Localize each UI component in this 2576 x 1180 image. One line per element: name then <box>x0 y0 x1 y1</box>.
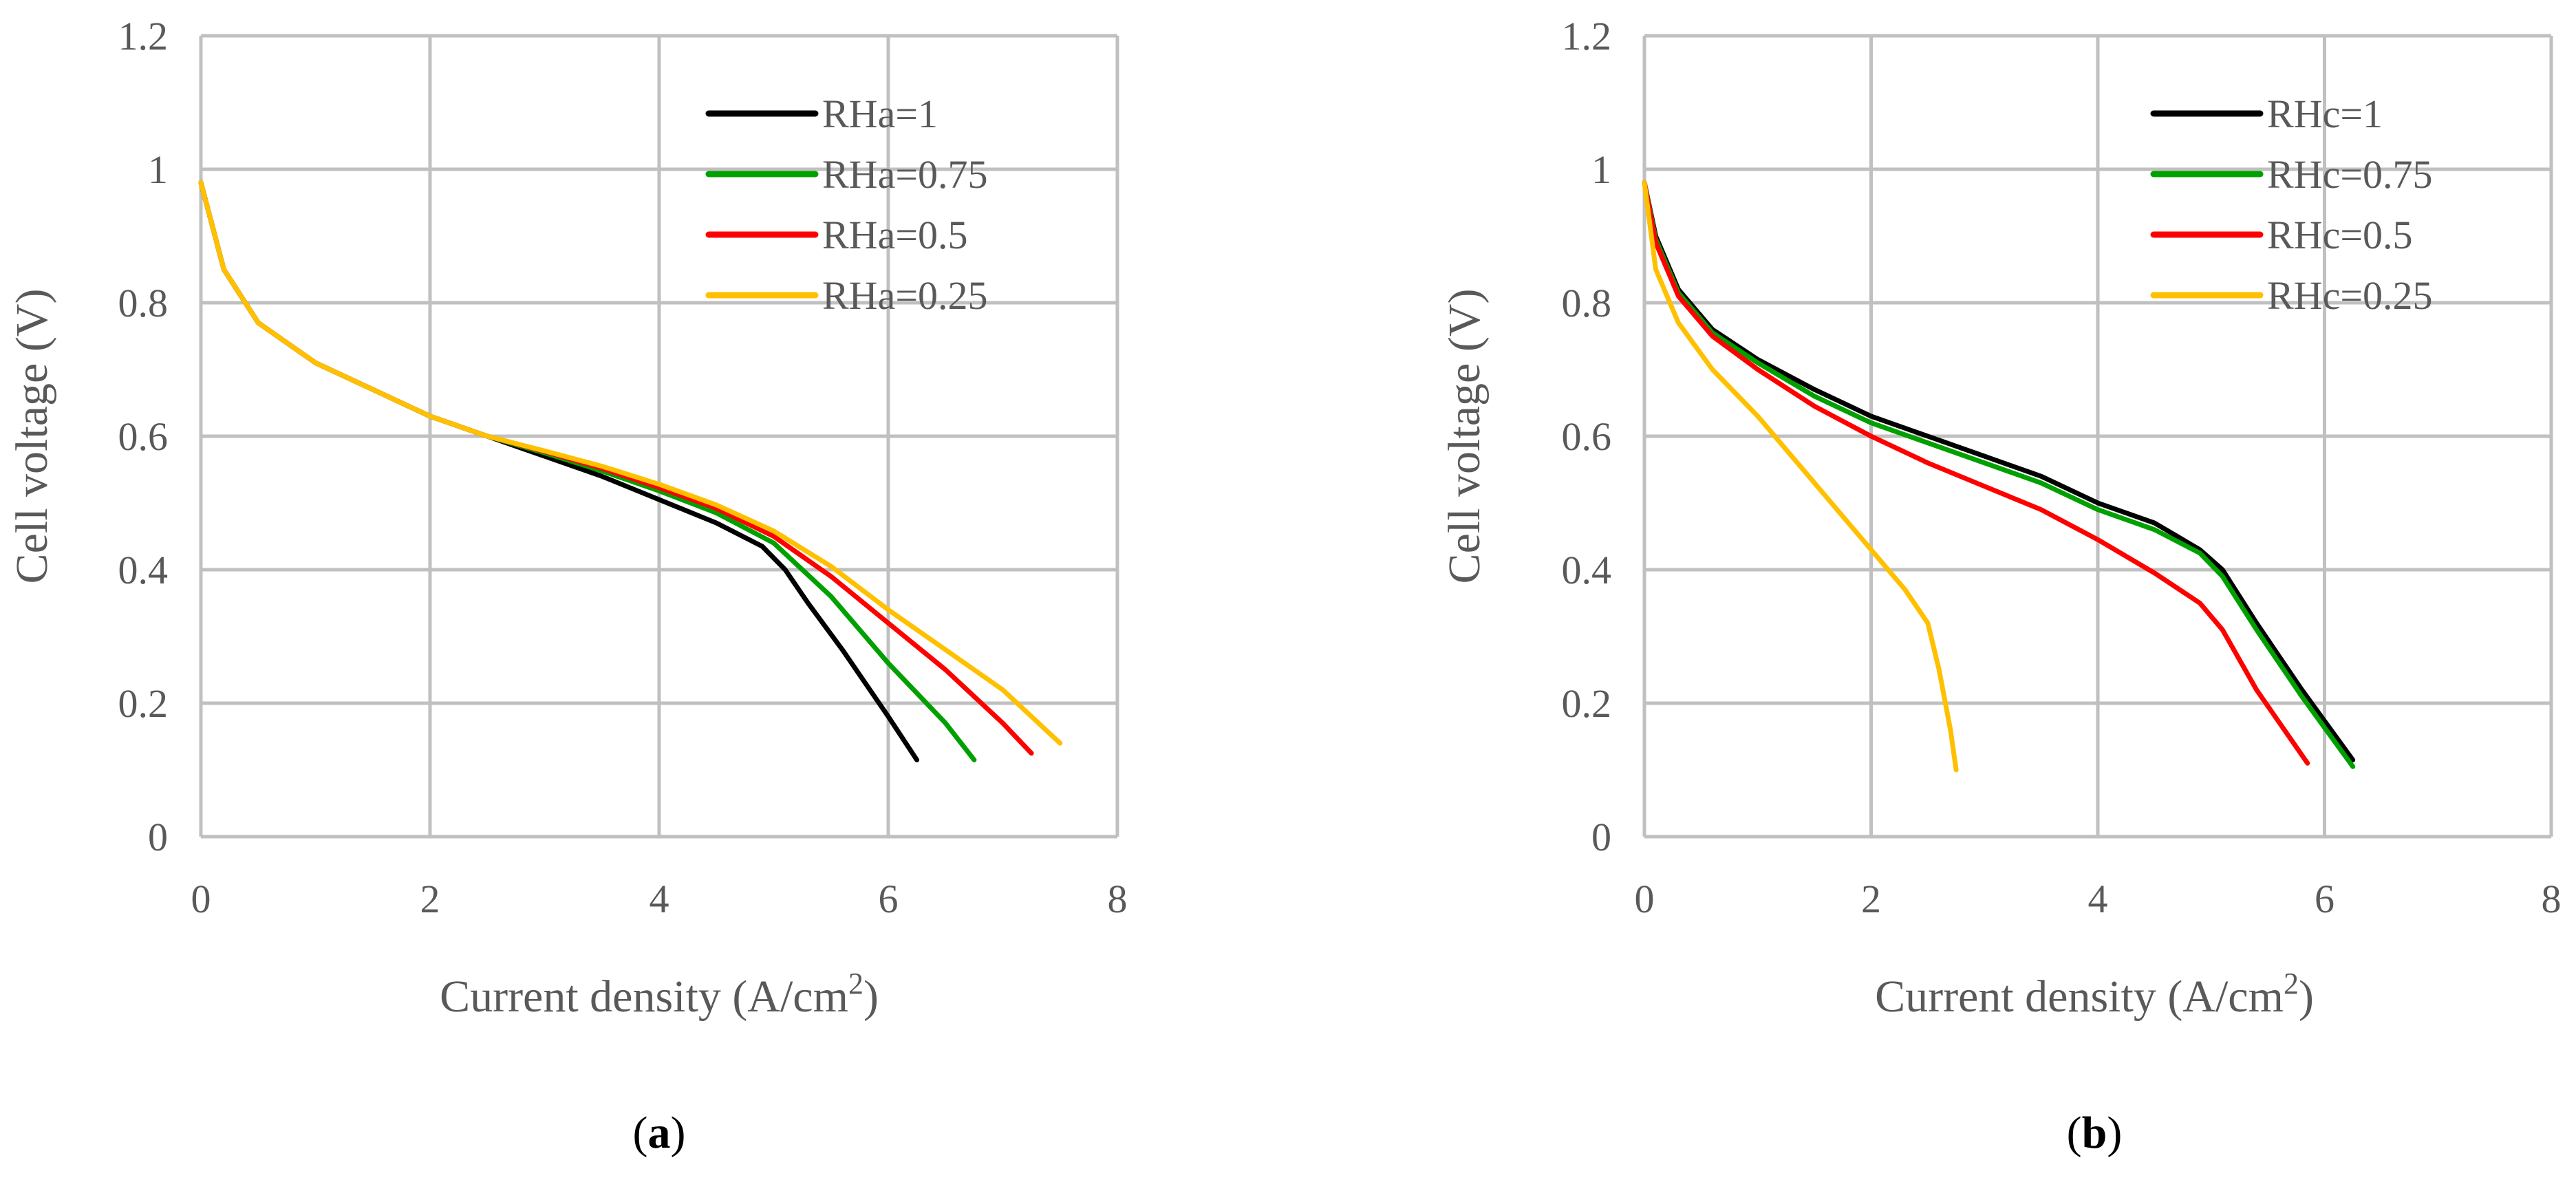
y-tick-label: 0.4 <box>1562 548 1612 592</box>
panel-letter: b <box>2082 1108 2107 1158</box>
chart-b: 0 0.2 0.4 0.6 0.8 1 1.2 0 2 4 6 8 Cell voltage (V) Cu… <box>1439 14 2562 1158</box>
series-line-RHa=0.25 <box>198 180 1063 746</box>
series-line-RHc=0.25 <box>1642 180 1959 773</box>
legend: RHa=1 RHa=0.75 RHa=0.5 RHa=0.25 <box>705 92 988 318</box>
x-axis-label-superscript: 2 <box>848 967 863 1000</box>
panel-label: (a) <box>633 1108 686 1158</box>
panel-paren-close: ) <box>2107 1108 2122 1158</box>
panel-label: (b) <box>2067 1108 2123 1158</box>
x-tick-label: 2 <box>420 877 440 921</box>
legend-entry: RHc=0.5 <box>2267 213 2413 257</box>
legend-entry: RHc=1 <box>2267 92 2383 136</box>
x-tick-label: 4 <box>650 877 669 921</box>
legend-entry: RHa=0.25 <box>822 273 988 318</box>
series-line-RHa=0.5 <box>198 180 1034 756</box>
y-tick-label: 1 <box>1591 147 1611 192</box>
panel-letter: a <box>648 1108 671 1158</box>
x-tick-label: 8 <box>2542 877 2562 921</box>
panel-paren-open: ( <box>633 1108 648 1158</box>
x-tick-label: 0 <box>1635 877 1655 921</box>
y-tick-label: 1.2 <box>118 14 169 58</box>
x-tick-label: 6 <box>2315 877 2334 921</box>
y-tick-label: 0.2 <box>1562 681 1612 726</box>
x-axis-label: Current density (A/cm2) <box>440 967 879 1022</box>
chart-a: 0 0.2 0.4 0.6 0.8 1 1.2 0 2 4 6 8 Cell voltage (V) Cu… <box>7 14 1128 1158</box>
y-axis-label: Cell voltage (V) <box>7 289 57 584</box>
y-axis-label: Cell voltage (V) <box>1439 289 1490 584</box>
y-tick-label: 1 <box>148 147 168 192</box>
legend-entry: RHc=0.75 <box>2267 152 2433 197</box>
y-tick-label: 0.6 <box>118 414 169 459</box>
x-tick-label: 4 <box>2088 877 2108 921</box>
x-axis-label: Current density (A/cm2) <box>1875 967 2314 1022</box>
y-tick-label: 0 <box>1591 815 1611 859</box>
legend-entry: RHa=0.75 <box>822 152 988 197</box>
gridlines <box>1642 34 2553 839</box>
x-axis-label-main: Current density (A/cm <box>440 972 848 1022</box>
legend-entry: RHa=0.5 <box>822 213 968 257</box>
x-axis-label-superscript: 2 <box>2284 967 2299 1000</box>
y-tick-label: 1.2 <box>1562 14 1612 58</box>
x-tick-label: 0 <box>191 877 211 921</box>
x-tick-label: 6 <box>879 877 899 921</box>
x-axis-label-end: ) <box>863 972 879 1022</box>
legend-entry: RHc=0.25 <box>2267 273 2433 318</box>
y-tick-label: 0.8 <box>118 281 169 325</box>
series-line-RHc=0.75 <box>1642 180 2356 769</box>
y-tick-label: 0 <box>148 815 168 859</box>
y-tick-label: 0.4 <box>118 548 169 592</box>
series-line-RHc=0.5 <box>1642 180 2310 766</box>
series-line-RHa=1 <box>198 180 920 762</box>
y-tick-label: 0.8 <box>1562 281 1612 325</box>
legend-entry: RHa=1 <box>822 92 938 136</box>
legend: RHc=1 RHc=0.75 RHc=0.5 RHc=0.25 <box>2150 92 2433 318</box>
y-tick-label: 0.6 <box>1562 414 1612 459</box>
x-tick-label: 2 <box>1861 877 1881 921</box>
x-axis-label-end: ) <box>2299 972 2314 1022</box>
x-axis-label-main: Current density (A/cm <box>1875 972 2284 1022</box>
gridlines <box>199 34 1119 839</box>
x-tick-label: 8 <box>1108 877 1128 921</box>
panel-paren-open: ( <box>2067 1108 2082 1158</box>
y-tick-label: 0.2 <box>118 681 169 726</box>
panel-paren-close: ) <box>671 1108 686 1158</box>
